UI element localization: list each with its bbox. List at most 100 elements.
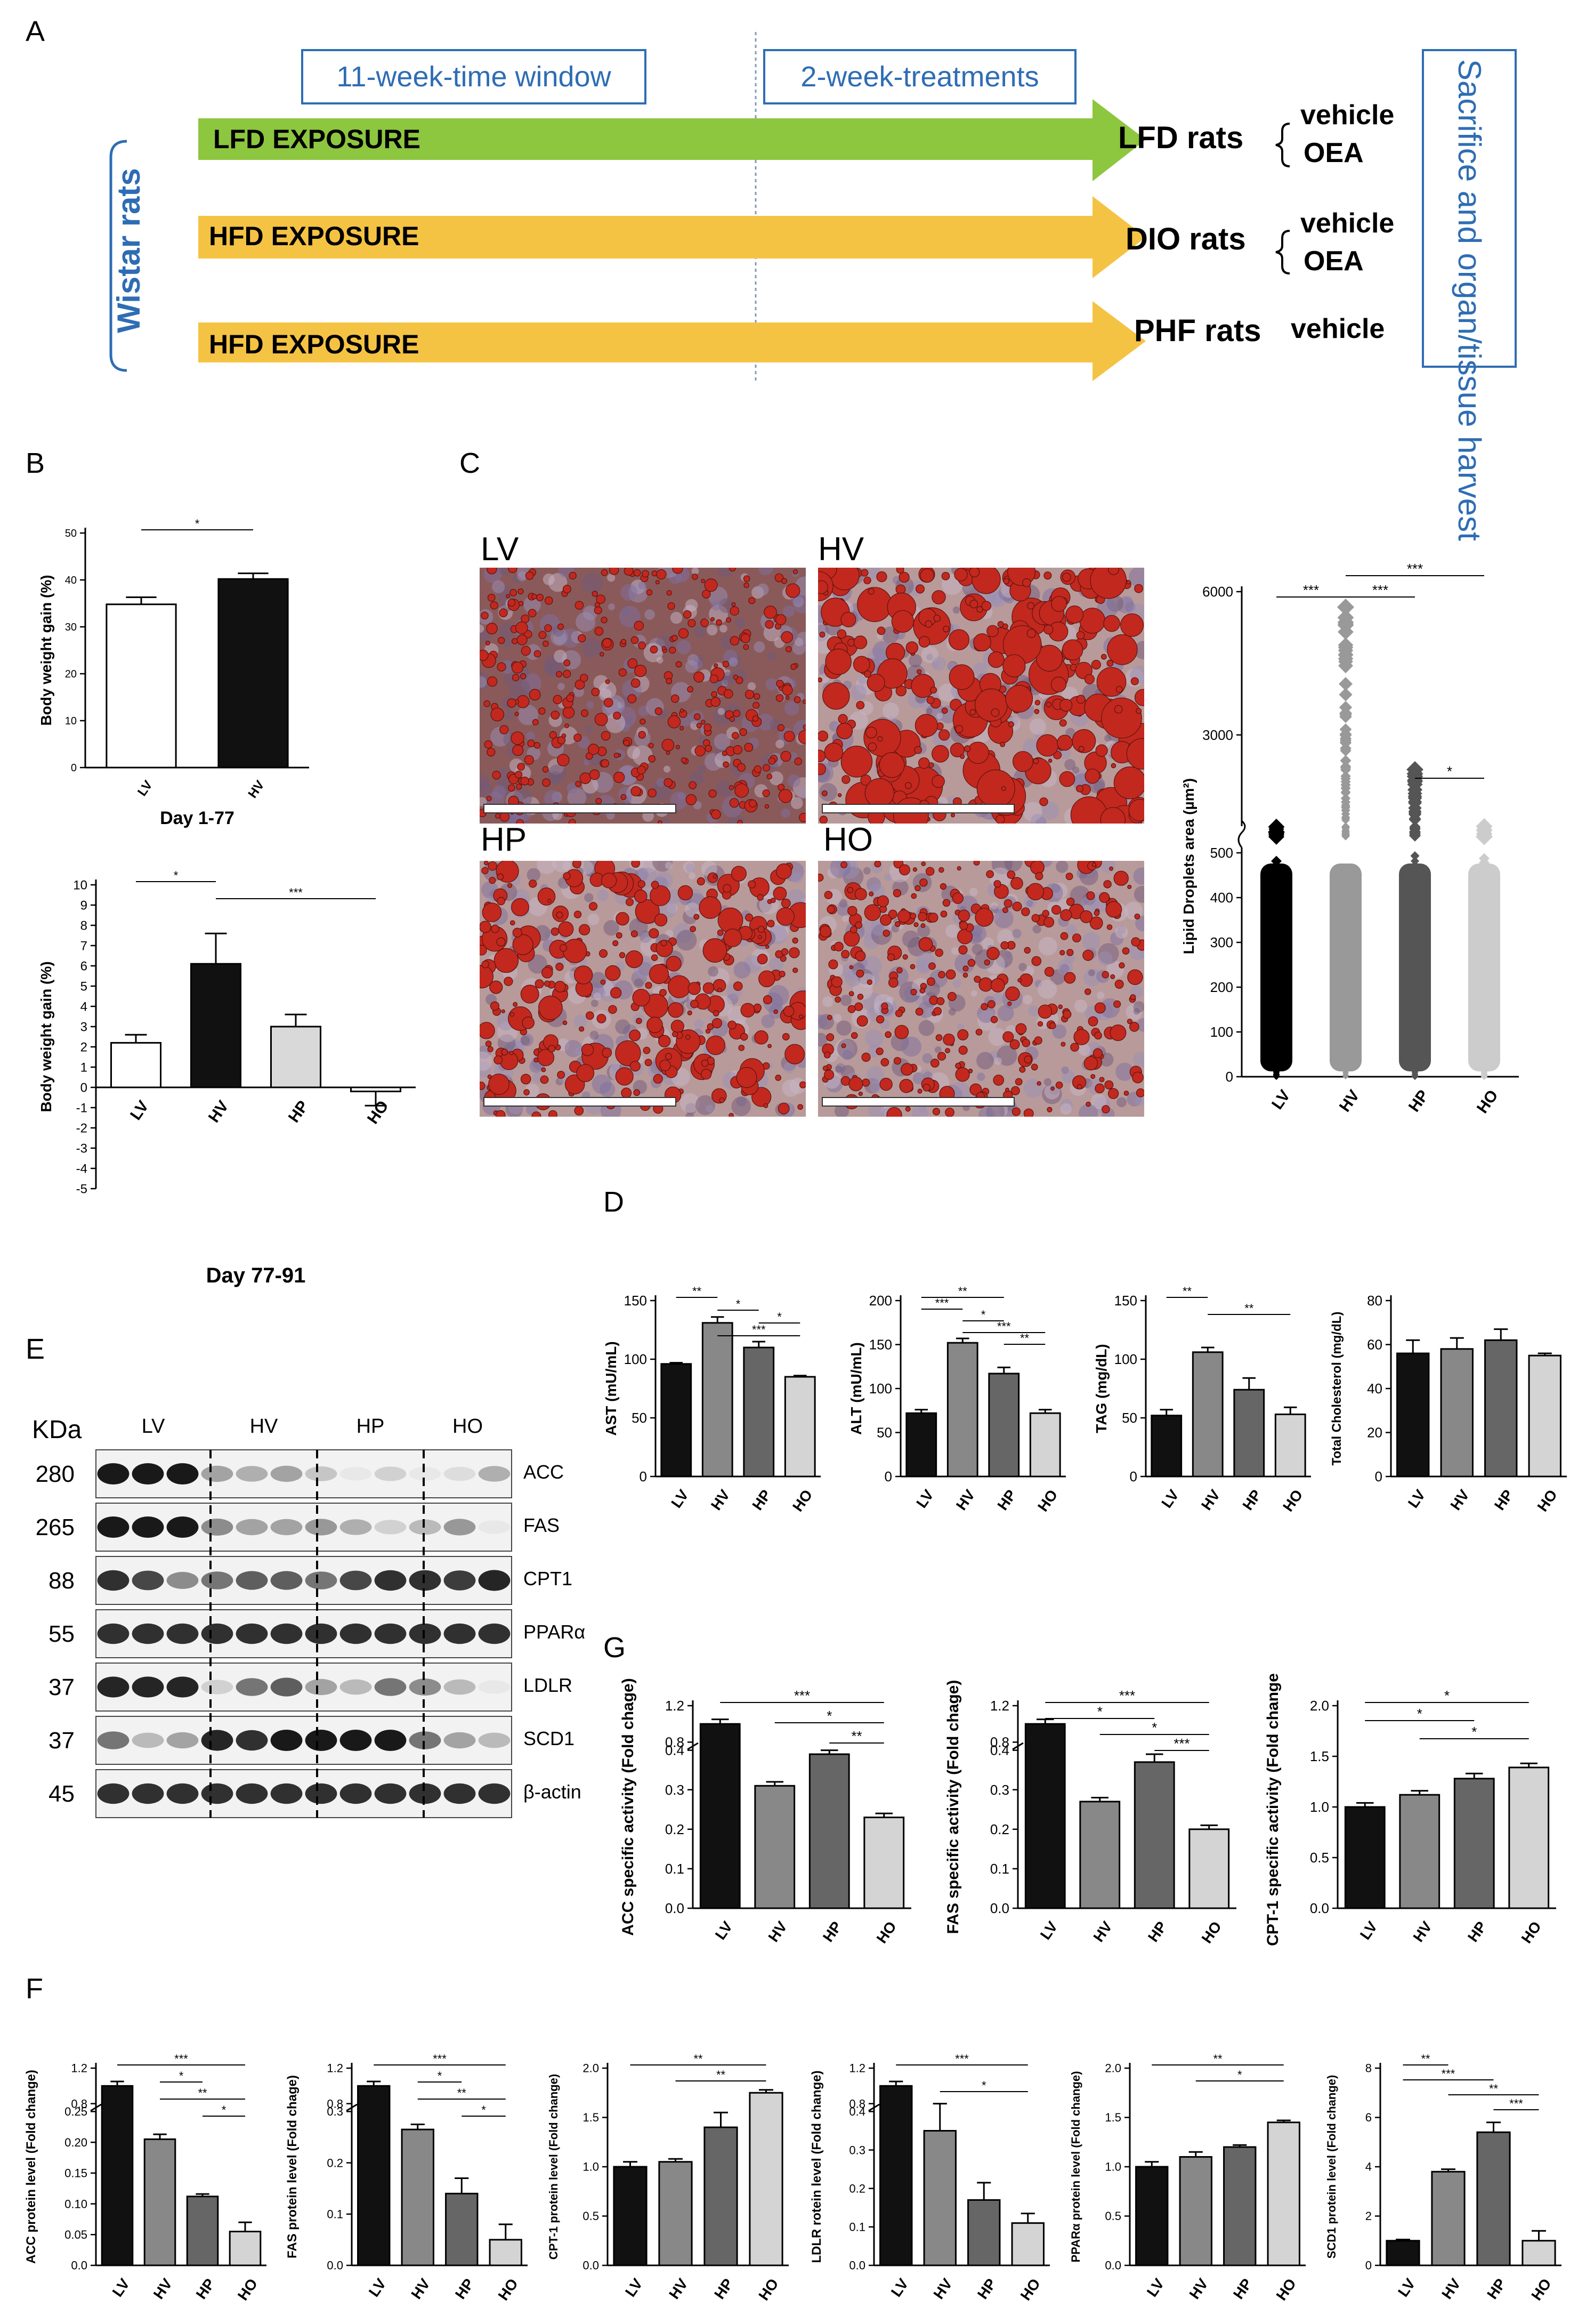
lipid-droplet [573,910,582,918]
lipid-droplet [949,664,975,690]
lipid-droplet [910,988,917,996]
bar-hp [967,2199,1001,2266]
y-tick-label: 40 [1367,1381,1382,1397]
y-tick-label: 0.0 [990,1900,1009,1916]
x-tick-label: HV [1198,1487,1224,1513]
lipid-droplet [840,611,856,627]
y-tick-label: 0.0 [582,2259,599,2272]
tissue-texture [951,947,959,955]
lipid-droplet [568,819,576,824]
lipid-droplet [729,798,739,808]
lipid-droplet [938,971,945,979]
tissue-texture [835,1066,843,1073]
lipid-droplet [837,793,842,797]
scatter-point [1480,1055,1488,1063]
tissue-texture [1005,951,1012,958]
tissue-texture [1088,969,1095,977]
lipid-droplet [648,743,654,748]
bar-hv [1440,1348,1474,1478]
blot-band [478,1570,511,1591]
lipid-droplet [1120,613,1144,637]
lipid-droplet [687,1010,692,1015]
tissue-texture [842,915,849,922]
histology-image-ho [818,861,1144,1117]
significance-label: * [1152,1720,1157,1736]
y-axis-label: Body weight gain (%) [38,961,54,1112]
lipid-droplet [899,571,910,583]
scale-bar [822,1097,1015,1107]
blot-band [201,1680,233,1694]
y-tick-label: 150 [869,1337,892,1353]
y-tick-label: 1.2 [327,2062,343,2075]
scatter-point [1342,1062,1349,1069]
x-tick-label: LV [127,1098,152,1124]
lipid-droplet [940,883,947,890]
scatter-point [1271,906,1282,916]
scatter-dense-hp [1399,864,1431,1071]
bar-hp [1476,2131,1511,2266]
lipid-droplet [591,688,600,697]
lipid-droplet [511,898,529,916]
y-tick-label: 2.0 [1310,1698,1329,1714]
tissue-texture [1052,1024,1067,1039]
lipid-droplet [818,730,829,742]
scatter-point [1342,882,1349,890]
y-tick-label: 50 [632,1410,647,1426]
y-axis-label: PPARα protein level (Fold change) [1069,2071,1082,2262]
droplet-texture [480,568,806,824]
lipid-droplet [1113,1000,1121,1008]
lipid-droplet [1114,980,1124,989]
lipid-droplet [954,568,968,582]
lipid-droplet [562,585,571,594]
blot-band [339,1570,372,1591]
lipid-droplet [877,736,883,742]
lipid-droplet [615,1040,641,1066]
lipid-droplet [730,606,740,616]
bar-lv [357,2085,391,2266]
bar-ho [1188,1828,1230,1909]
y-tick-label: 0 [71,762,77,774]
blot-band [97,1676,130,1698]
lipid-droplet [575,781,581,787]
lipid-droplet [1100,807,1126,824]
tissue-texture [758,568,773,575]
tissue-texture [833,1014,842,1022]
scatter-point [1342,989,1349,996]
band-kda: 55 [48,1621,75,1647]
lipid-droplet [1059,719,1067,727]
lipid-droplet [1048,758,1053,763]
lipid-droplet [944,1048,950,1054]
lipid-droplet [1061,1042,1066,1047]
significance-label: * [982,2079,986,2092]
lipid-droplet [595,797,602,804]
lipid-droplet [1093,1048,1103,1058]
bar-hp [270,1026,321,1088]
lipid-droplet [634,665,647,677]
lipid-droplet [745,690,755,699]
lipid-droplet [860,774,871,786]
lipid-droplet [562,939,587,963]
tissue-texture [520,1036,530,1045]
tissue-texture [644,609,655,620]
significance-label: * [981,1308,986,1321]
lipid-droplet [705,745,712,752]
blot-band [166,1572,199,1589]
lipid-droplet [729,785,734,790]
x-tick-label: HV [1410,1918,1435,1945]
lipid-droplet [1031,1063,1038,1071]
y-tick-label: 100 [869,1381,892,1397]
y-tick-label: 4 [1365,2160,1372,2174]
scale-bar [483,1097,676,1107]
lipid-droplet [690,926,696,932]
lipid-droplet [948,629,970,650]
scatter-point [1273,1072,1280,1079]
lipid-droplet [803,724,806,730]
lipid-droplet [600,979,606,985]
lipid-droplet [757,954,768,965]
bar-hv [658,2161,693,2266]
y-axis-label: LDLR rotein level (Fold change) [810,2070,824,2263]
scatter-point [1338,677,1353,691]
bar-lv [1151,1415,1183,1478]
panel-g-letter: G [603,1632,626,1664]
y-tick-label: 6 [1365,2111,1372,2124]
